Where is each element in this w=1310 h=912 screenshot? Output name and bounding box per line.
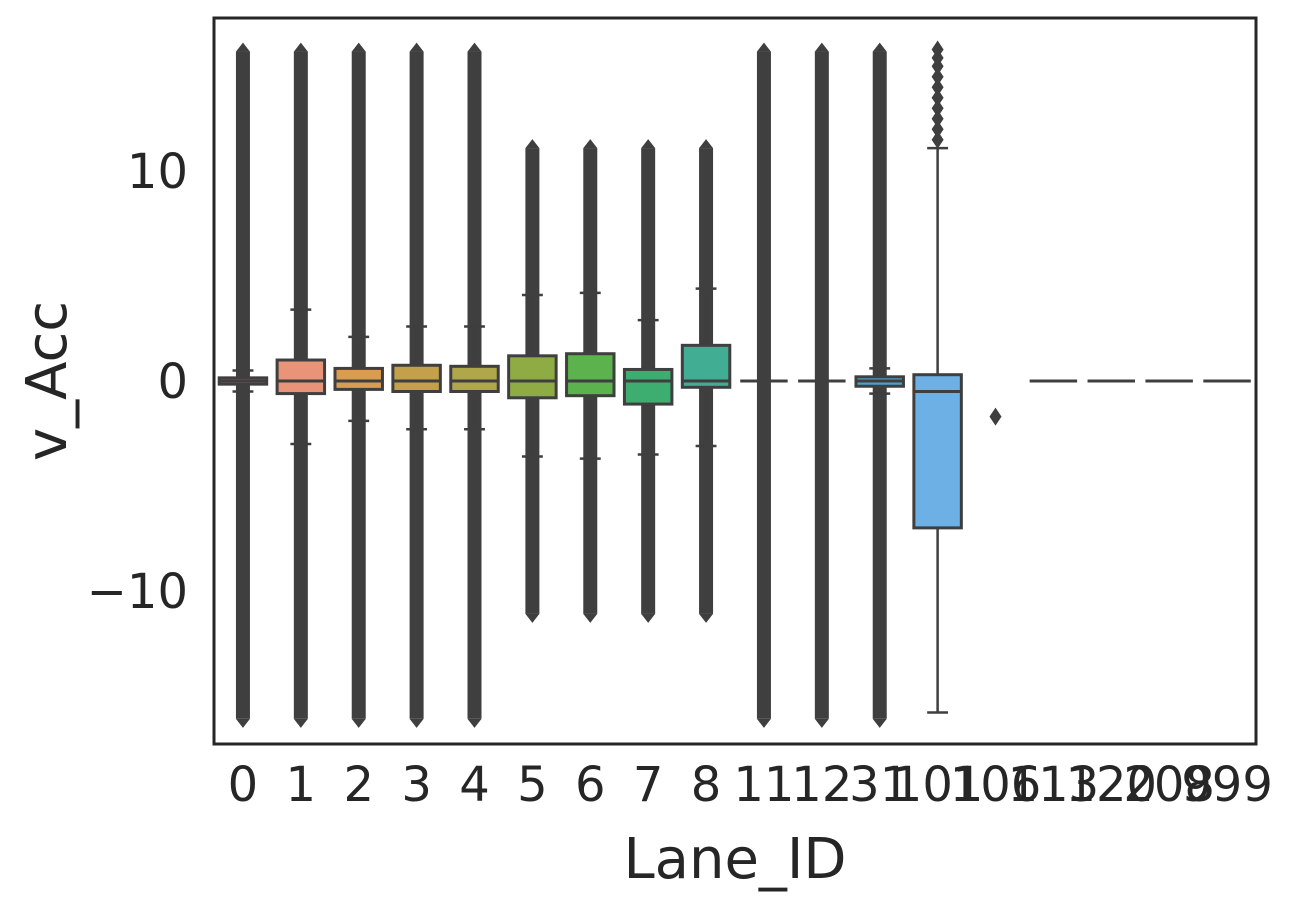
iqr-box-3 xyxy=(391,363,442,393)
box-lane-1 xyxy=(275,42,327,728)
outlier-point-101-0 xyxy=(931,130,944,149)
outlier-band-top-2 xyxy=(351,42,366,52)
box-lane-7 xyxy=(622,139,674,623)
x-tick-label: 7 xyxy=(633,757,664,813)
box-lane-0 xyxy=(217,42,269,728)
y-axis-ticks: −10 0 10 xyxy=(87,144,188,620)
y-tick-label: 10 xyxy=(127,144,188,200)
outlier-band-top-4 xyxy=(467,42,482,52)
outlier-band-top-8 xyxy=(699,139,714,149)
plot-area xyxy=(217,40,1251,728)
x-tick-label: 6 xyxy=(575,757,606,813)
outlier-band-bottom-2 xyxy=(351,718,366,728)
outlier-point-101-5 xyxy=(931,78,944,97)
outlier-band-bottom-11 xyxy=(756,718,771,728)
x-tick-label: 3 xyxy=(401,757,432,813)
box-lane-31 xyxy=(854,42,905,728)
outlier-point-101-4 xyxy=(931,88,944,107)
iqr-box-4 xyxy=(449,364,500,393)
outlier-band-top-1 xyxy=(293,42,308,52)
plot-frame xyxy=(212,16,1258,746)
x-tick-label: 113 xyxy=(1008,757,1100,813)
x-tick-label: 208 xyxy=(1123,757,1215,813)
box-lane-11 xyxy=(740,42,788,728)
x-tick-label: 8 xyxy=(691,757,722,813)
outlier-band-12 xyxy=(814,51,829,719)
x-tick-label: 999 xyxy=(1181,757,1273,813)
box-lane-8 xyxy=(680,139,732,623)
box-lane-6 xyxy=(565,139,616,623)
outlier-band-bottom-31 xyxy=(872,718,887,728)
outlier-point-101-1 xyxy=(931,120,944,139)
outlier-band-top-11 xyxy=(756,42,771,52)
outlier-band-bottom-4 xyxy=(467,718,482,728)
box-lane-2 xyxy=(333,42,384,728)
y-tick-label: −10 xyxy=(87,564,188,620)
box-lane-106 xyxy=(989,407,1002,426)
outlier-band-top-31 xyxy=(872,42,887,52)
x-axis-label: Lane_ID xyxy=(623,827,846,892)
box-lane-3 xyxy=(391,42,442,728)
outlier-band-11 xyxy=(756,51,771,719)
outlier-point-101-3 xyxy=(931,99,944,118)
outlier-band-top-3 xyxy=(409,42,424,52)
x-tick-label: 5 xyxy=(517,757,548,813)
y-tick-label: 0 xyxy=(157,354,188,410)
box-lane-5 xyxy=(507,139,558,623)
iqr-box-1 xyxy=(275,358,327,396)
x-tick-label: 1 xyxy=(286,757,317,813)
outlier-band-bottom-1 xyxy=(293,718,308,728)
x-tick-label: 2 xyxy=(343,757,374,813)
outlier-band-bottom-8 xyxy=(699,613,714,623)
outlier-band-bottom-6 xyxy=(583,613,598,623)
outlier-band-top-6 xyxy=(583,139,598,149)
iqr-box-2 xyxy=(333,366,384,391)
x-tick-label: 12 xyxy=(791,757,852,813)
outlier-point-101-9 xyxy=(931,40,944,59)
outlier-band-bottom-7 xyxy=(641,613,656,623)
outlier-point-101-2 xyxy=(931,109,944,128)
outlier-band-top-5 xyxy=(525,139,540,149)
iqr-box-5 xyxy=(507,354,558,400)
box-lane-4 xyxy=(449,42,500,728)
x-tick-label: 31 xyxy=(849,757,910,813)
outlier-point-101-6 xyxy=(931,67,944,86)
x-tick-label: 120 xyxy=(1065,757,1157,813)
x-tick-label: 11 xyxy=(733,757,794,813)
box-lane-101 xyxy=(912,40,963,714)
iqr-box-7 xyxy=(622,367,674,406)
x-tick-label: 106 xyxy=(950,757,1042,813)
outlier-band-bottom-5 xyxy=(525,613,540,623)
outlier-point-106-0 xyxy=(989,407,1002,426)
x-tick-label: 4 xyxy=(459,757,490,813)
outlier-band-top-7 xyxy=(641,139,656,149)
outlier-band-top-12 xyxy=(814,42,829,52)
box-lane-12 xyxy=(798,42,846,728)
iqr-box-101 xyxy=(912,373,963,530)
outlier-band-bottom-3 xyxy=(409,718,424,728)
x-tick-label: 0 xyxy=(228,757,259,813)
outlier-band-bottom-0 xyxy=(235,718,250,728)
outlier-band-top-0 xyxy=(235,42,250,52)
x-tick-label: 101 xyxy=(892,757,984,813)
outlier-band-bottom-12 xyxy=(814,718,829,728)
y-axis-label: v_Acc xyxy=(15,301,80,461)
iqr-box-6 xyxy=(565,352,616,398)
